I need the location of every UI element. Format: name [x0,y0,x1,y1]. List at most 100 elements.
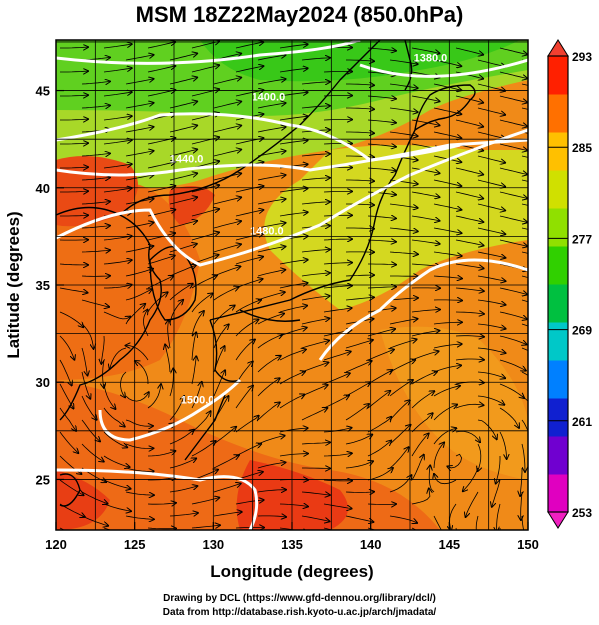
colorbar-segment [548,246,568,285]
streamline [521,203,528,206]
streamline [521,275,528,278]
streamline [433,179,461,186]
lat-lon-grid [56,40,528,530]
streamline [191,441,216,457]
streamline [59,383,74,409]
streamline [257,55,286,61]
streamline [389,425,411,445]
streamline [521,155,528,158]
streamline [463,467,479,491]
streamline [60,191,88,192]
streamline [103,383,116,409]
streamline [455,263,484,268]
streamline [411,191,440,197]
streamline [125,151,154,157]
colorbar-tick-label: 261 [572,415,592,429]
streamline [477,395,504,405]
streamline [411,264,440,266]
streamline [169,53,197,61]
streamline [125,491,154,495]
colorbar-segment [548,208,568,247]
colorbar-segment [548,436,568,475]
streamlines [59,41,528,530]
streamline [125,443,153,449]
y-axis-label: Latitude (degrees) [4,211,23,358]
coast-hokkaido [414,84,476,131]
colorbar-tick-label: 253 [572,506,592,520]
coast-taiwan [59,473,81,507]
streamline [499,383,524,398]
streamline [147,42,175,49]
streamline [477,83,505,91]
streamline [455,336,484,337]
streamline [455,191,483,199]
streamline [147,384,161,409]
streamline [346,204,374,205]
streamline [346,108,374,109]
streamline [301,515,330,521]
streamline [433,428,456,445]
streamline [60,167,88,168]
streamline [477,275,506,281]
streamline [301,106,330,108]
streamline [257,270,285,277]
streamline [213,221,241,229]
streamline [499,143,527,151]
streamline [345,297,374,300]
streamline [279,68,308,73]
streamline [59,264,88,265]
coast-honshu [209,129,416,321]
streamline [433,322,462,324]
streamline [411,239,440,244]
streamline [213,197,241,205]
streamline [147,503,176,504]
streamline [433,131,461,138]
colorbar-tick-label: 269 [572,324,592,338]
colorbar-segment [548,474,568,513]
streamline [389,319,418,325]
streamline [499,71,527,79]
streamline [125,289,152,301]
x-tick-label: 145 [438,537,460,552]
streamline [301,58,330,60]
streamline [81,491,108,504]
streamline [411,95,440,101]
streamline [235,186,263,193]
streamline [301,82,330,84]
streamline [433,276,462,279]
streamline [147,276,173,289]
streamline [367,48,396,51]
streamline [367,192,396,195]
streamline [345,492,374,493]
streamline [257,516,286,517]
streamline [411,351,439,361]
streamline [492,479,501,507]
streamline [257,356,281,373]
streamline [169,244,197,253]
streamline [323,71,352,72]
x-tick-label: 135 [281,537,303,552]
streamline [121,371,127,397]
credit-data: Data from http://database.rish.kyoto-u.a… [162,607,437,618]
x-axis-ticks: 120 125 130 135 140 145 150 [45,522,539,552]
streamline [169,486,197,493]
streamline [323,191,352,192]
streamline [191,65,219,73]
streamline [147,66,175,73]
height-contours [56,40,528,530]
streamline [477,371,505,378]
streamline [169,197,197,205]
streamline [301,318,329,325]
streamline [169,149,197,157]
contour-label: 1500.0 [181,395,215,407]
streamline [455,431,480,442]
streamline [499,431,507,459]
streamline [60,143,88,144]
colorbar-segment [548,322,568,361]
coast-mainland-north [119,40,381,216]
streamline [235,300,261,313]
streamline [125,175,154,181]
streamline [521,371,528,376]
streamline [81,226,110,228]
streamline [125,515,154,519]
